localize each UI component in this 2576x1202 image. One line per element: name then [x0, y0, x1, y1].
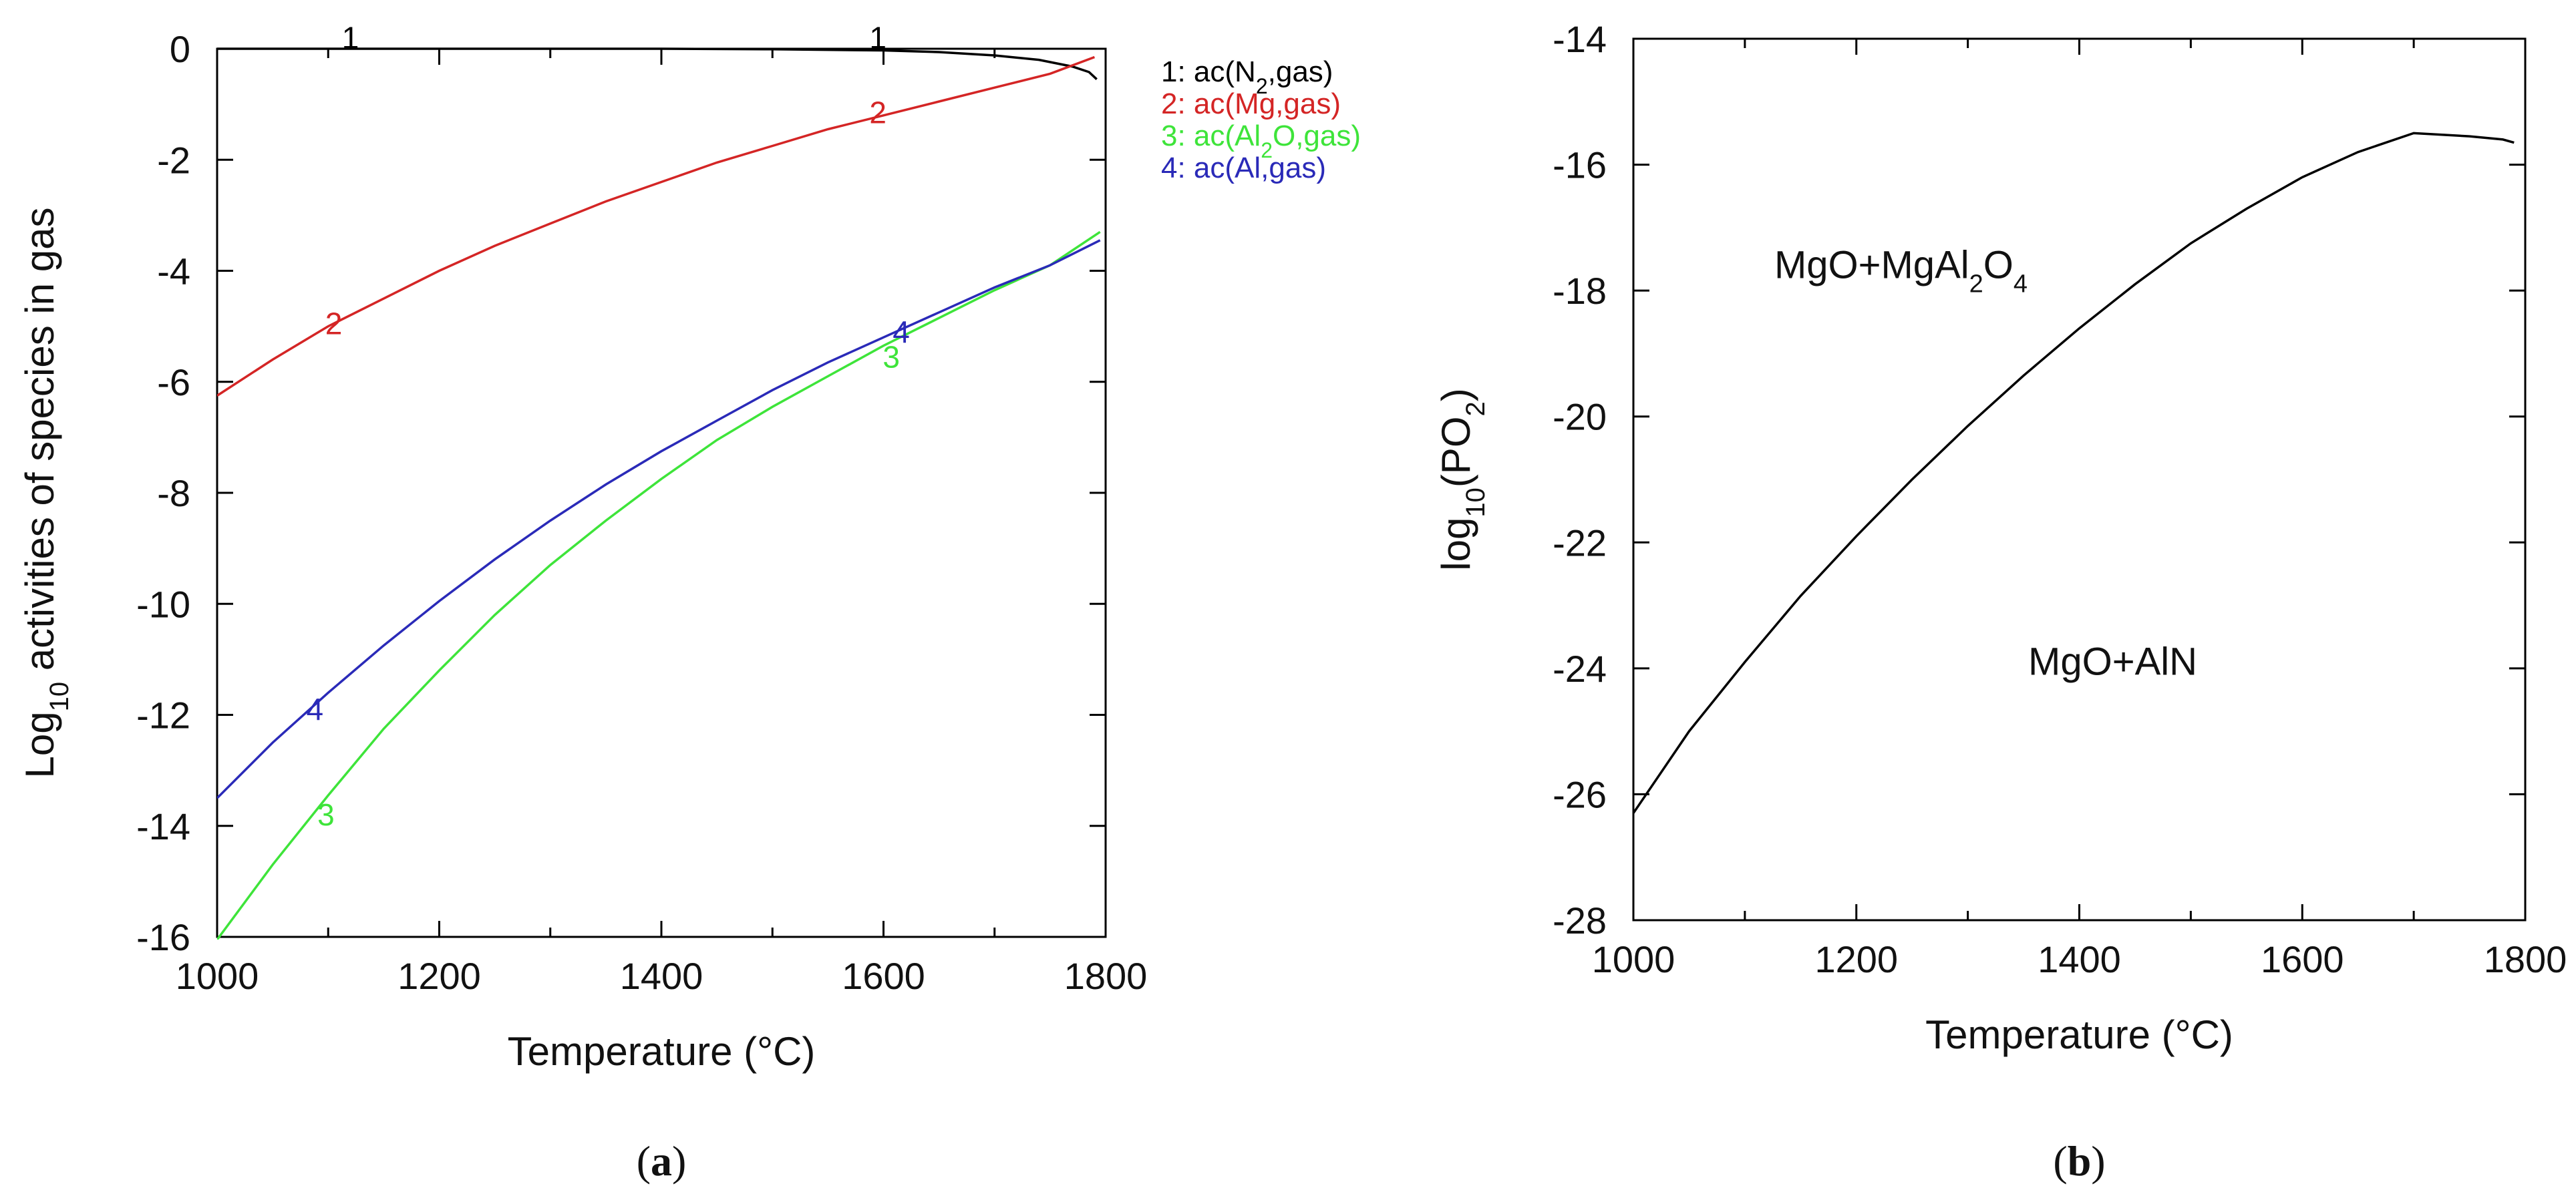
y-tick-label: -16	[1553, 144, 1607, 186]
x-tick-label: 1400	[2038, 938, 2121, 980]
curve-label-3: 3	[317, 797, 335, 832]
curve-label-3: 3	[882, 339, 900, 374]
y-tick-label: 0	[170, 28, 190, 70]
curve-label-4: 4	[307, 692, 324, 727]
curve-label-2: 2	[869, 95, 887, 130]
y-tick-label: -16	[136, 916, 190, 958]
series-line-3	[217, 230, 1101, 940]
y-tick-label: -12	[136, 694, 190, 737]
x-tick-label: 1200	[397, 955, 481, 997]
y-tick-label: -6	[157, 361, 190, 403]
y-tick-label: -18	[1553, 270, 1607, 312]
y-tick-label: -14	[1553, 18, 1607, 60]
x-tick-label: 1000	[1592, 938, 1675, 980]
curve-label-1: 1	[342, 20, 359, 55]
y-tick-label: -28	[1553, 899, 1607, 942]
x-tick-label: 1400	[620, 955, 703, 997]
y-tick-label: -8	[157, 472, 190, 514]
y-tick-label: -10	[136, 583, 190, 625]
region-label: MgO+AlN	[2028, 640, 2197, 683]
y-tick-label: -20	[1553, 396, 1607, 438]
legend-entry-2: 2: ac(Mg,gas)	[1161, 87, 1341, 120]
x-tick-label: 1000	[176, 955, 259, 997]
series-line-4	[217, 239, 1101, 799]
chart-panel-a: 1000 1200 1400 1600 1800 0 -2 -4 -6 -8 -10 -12 -14 -1…	[17, 20, 1361, 1185]
panel-caption: (a)	[637, 1137, 687, 1185]
x-tick-label: 1600	[2261, 938, 2344, 980]
x-tick-label: 1200	[1814, 938, 1898, 980]
legend-entry-3: 3: ac(Al2O,gas)	[1161, 120, 1361, 162]
x-tick-label: 1600	[842, 955, 925, 997]
x-axis-title: Temperature (°C)	[508, 1029, 816, 1074]
y-axis-title: log10(PO2)	[1434, 388, 1490, 570]
legend-entry-4: 4: ac(Al,gas)	[1161, 152, 1326, 184]
y-tick-label: -26	[1553, 773, 1607, 815]
y-tick-label: -22	[1553, 522, 1607, 564]
legend-entry-1: 1: ac(N2,gas)	[1161, 55, 1333, 98]
y-tick-label: -4	[157, 250, 190, 292]
x-tick-label: 1800	[1064, 955, 1148, 997]
region-label: MgO+MgAl2O4	[1774, 243, 2028, 298]
x-tick-label: 1800	[2484, 938, 2567, 980]
curve-label-1: 1	[869, 20, 887, 55]
y-tick-label: -24	[1553, 648, 1607, 690]
series-line-0	[1633, 132, 2515, 814]
series-line-2	[217, 55, 1096, 397]
panel-caption: (b)	[2053, 1137, 2105, 1185]
y-tick-label: -14	[136, 805, 190, 847]
y-axis-title: Log10 activities of species in gas	[17, 208, 74, 779]
y-tick-label: -2	[157, 139, 190, 181]
chart-panel-b: 1000 1200 1400 1600 1800 -14 -16 -18 -20 -22 -24 -2…	[1434, 18, 2567, 1185]
curve-label-2: 2	[325, 306, 343, 341]
x-axis-title: Temperature (°C)	[1925, 1012, 2233, 1057]
curve-label-4: 4	[893, 315, 910, 349]
